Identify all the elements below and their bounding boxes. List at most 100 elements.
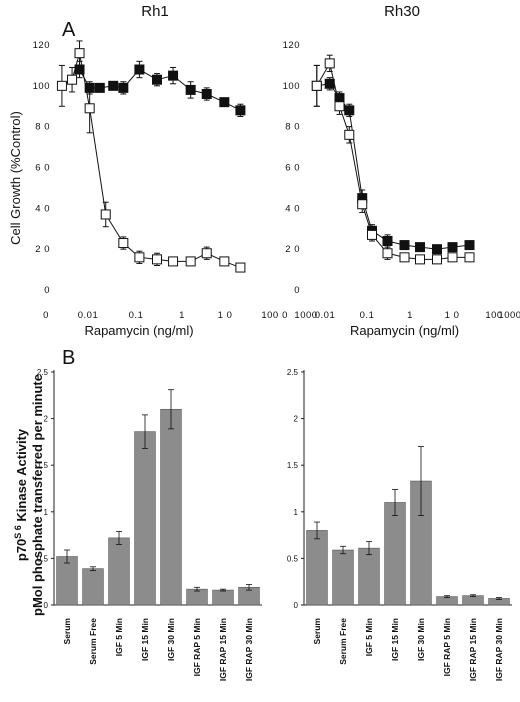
category-label: Serum [62,618,72,645]
bar [108,537,130,606]
y-tick-label: 2 [294,415,299,424]
category-label: IGF RAP 15 Min [218,618,228,681]
bottom-y-axis-label-line2: pMol phosphate transferred per minute [30,374,45,616]
filled-square-marker [344,105,355,116]
y-tick-label: 0 [44,601,49,610]
bar [332,549,354,606]
x-tick-label: 0.01 [78,310,99,321]
category-label: IGF RAP 15 Min [468,618,478,681]
open-square-marker [168,256,179,267]
open-square-marker [235,262,246,273]
category-label: IGF 5 Min [114,618,124,656]
y-tick-label: 4 0 [35,203,50,214]
bar-chart-1: 0 0.5 1 1.5 2 2.5 Serum Serum Free IGF 5 Min IGF … [37,368,262,681]
open-square-marker [382,248,393,259]
panel-a-letter: A [62,19,76,41]
y-tick-label: 100 [33,81,50,92]
y-tick-label: 120 [283,40,300,51]
filled-square-marker [432,244,442,255]
category-label: IGF 15 Min [390,618,400,661]
filled-square-marker [134,64,145,75]
x-tick-label: 1 [179,310,185,321]
y-tick-label: 4 0 [285,203,300,214]
y-tick-label: 1.5 [37,461,49,470]
filled-square-marker [118,82,129,93]
filled-square-marker [447,242,458,253]
y-tick-label: 2.5 [287,368,299,377]
open-square-marker [152,254,162,265]
filled-square-marker [235,105,246,116]
open-square-marker [74,48,85,59]
y-tick-label: 0 [294,601,299,610]
series-open-square [311,54,475,265]
filled-square-marker [94,82,105,93]
y-tick-label: 1.5 [287,461,299,470]
top-y-axis-label: Cell Growth (%Control) [8,111,23,245]
filled-square-marker [185,84,196,95]
open-square-marker [367,229,377,240]
open-square-marker [334,101,345,112]
open-square-marker [399,252,410,263]
x-tick-label: 0.01 [315,310,336,321]
y-tick-label: 120 [33,40,50,51]
filled-square-marker [324,78,335,89]
open-square-marker [464,252,475,263]
charts-layer: Rh1 0 2 0 4 0 6 0 8 0 100 120 0 0.01 0.1 1 1 0 100 100… [33,3,520,681]
y-tick-label: 8 0 [285,122,300,133]
bar [56,556,78,606]
filled-square-marker [152,74,162,85]
filled-square-marker [108,80,119,91]
y-tick-label: 6 0 [35,163,50,174]
chart-title: Rh30 [384,3,420,20]
y-tick-label: 100 [283,81,300,92]
filled-square-marker [219,97,230,108]
y-tick-label: 2.5 [37,368,49,377]
open-square-marker [201,248,212,259]
series-open-square [56,40,246,273]
x-tick-label: 100 [261,310,278,321]
open-square-marker [185,256,196,267]
bottom-y-axis-label-line1: p70S 6 Kinase Activity [13,428,29,561]
x-axis-label: Rapamycin (ng/ml) [84,323,193,338]
bar [82,568,104,606]
filled-square-marker [464,240,475,251]
open-square-marker [67,74,78,85]
category-label: IGF RAP 5 Min [192,618,202,676]
open-square-marker [324,58,335,69]
y-tick-label: 8 0 [35,122,50,133]
bar [358,547,380,606]
category-label: Serum Free [338,618,348,665]
chart-title: Rh1 [141,3,169,20]
bar [134,431,156,606]
filled-square-marker [201,89,212,99]
category-label: IGF 30 Min [166,618,176,661]
filled-square-marker [168,70,179,81]
x-tick-label: 0 [43,310,49,321]
y-tick-label: 1 [44,508,49,517]
x-tick-label: 0 [282,310,288,321]
bottom-y-label-rest: Kinase Activity [14,428,29,525]
open-square-marker [447,252,458,263]
open-square-marker [311,80,322,91]
x-tick-label: 0.1 [360,310,375,321]
category-label: IGF 30 Min [416,618,426,661]
category-label: IGF RAP 30 Min [244,618,254,681]
x-tick-label: 1000 [294,310,317,321]
bar [186,588,208,606]
bar [306,530,328,606]
x-tick-label: 100 [485,310,502,321]
series-filled-square [74,60,246,117]
bar [160,408,182,606]
category-label: IGF RAP 30 Min [494,618,504,681]
filled-square-marker [382,236,393,246]
open-square-marker [84,103,95,114]
bottom-y-label-p70: p70 [14,539,29,561]
category-label: IGF 15 Min [140,618,150,661]
y-tick-label: 2 0 [285,244,300,255]
bottom-y-label-sup: S 6 [13,525,23,539]
open-square-marker [357,199,368,210]
filled-square-marker [415,242,426,253]
y-tick-label: 0.5 [287,554,299,563]
